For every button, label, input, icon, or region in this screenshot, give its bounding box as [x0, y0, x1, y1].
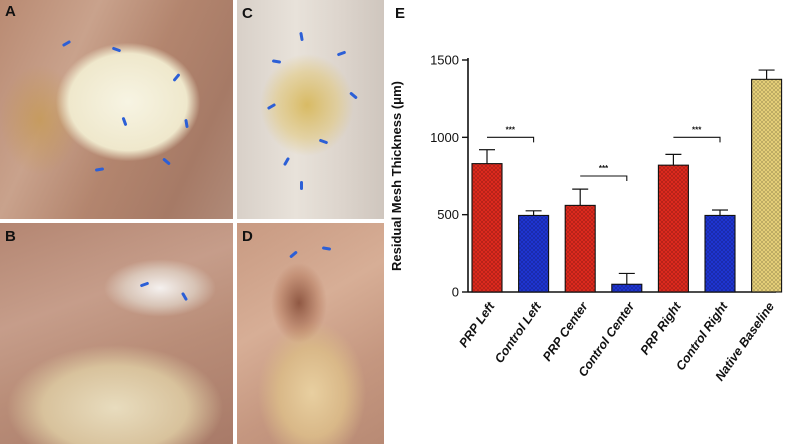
suture-mark [111, 46, 122, 53]
y-tick-label: 1500 [430, 53, 459, 68]
suture-mark [282, 156, 291, 167]
panel-label-a: A [5, 3, 16, 20]
suture-mark [266, 102, 277, 111]
bar [657, 164, 689, 293]
y-tick-label: 0 [452, 285, 459, 300]
suture-mark [321, 246, 332, 251]
photo-panel-d: D [237, 223, 384, 444]
significance-label: *** [506, 125, 516, 134]
suture-mark [289, 250, 298, 259]
y-tick-label: 500 [437, 207, 459, 222]
significance-bracket [673, 136, 721, 143]
suture-mark [349, 91, 358, 100]
panel-label-c: C [242, 5, 253, 22]
suture-mark [61, 39, 72, 48]
bar [471, 163, 503, 293]
bar-chart-panel: E 0 500 1000 1500 Residual Mesh Thickness (μ… [388, 0, 787, 444]
bar [611, 283, 643, 293]
panel-label-e: E [395, 5, 406, 22]
suture-mark [172, 73, 181, 82]
suture-mark [180, 291, 189, 302]
x-category-label: PRP Center [540, 299, 591, 364]
suture-mark [139, 281, 150, 288]
suture-mark [299, 31, 304, 42]
suture-mark [162, 157, 171, 166]
significance-label: *** [692, 125, 702, 134]
suture-mark [318, 138, 329, 145]
y-axis-label: Residual Mesh Thickness (μm) [389, 81, 404, 271]
bar [518, 214, 550, 293]
bar-chart: 0 500 1000 1500 Residual Mesh Thickness (μm)… [389, 53, 783, 383]
suture-mark [184, 118, 189, 129]
suture-mark [300, 181, 303, 190]
panel-label-d: D [242, 228, 253, 245]
x-category-label: PRP Right [638, 299, 685, 357]
photo-panel-a: A [0, 0, 233, 219]
significance-label: *** [599, 164, 609, 173]
suture-mark [336, 50, 347, 57]
panel-label-b: B [5, 228, 16, 245]
photo-panel-c: C [237, 0, 384, 219]
x-category-label: Control Left [492, 299, 545, 366]
bar [751, 78, 783, 293]
photo-panel-b: B [0, 223, 233, 444]
y-tick-label: 1000 [430, 130, 459, 145]
x-category-label: PRP Left [456, 299, 498, 350]
significance-bracket [487, 136, 535, 143]
significance-bracket [580, 175, 628, 181]
bar [564, 204, 596, 293]
suture-mark [121, 116, 128, 127]
bar [704, 214, 736, 293]
suture-mark [94, 167, 105, 172]
suture-mark [271, 59, 282, 64]
